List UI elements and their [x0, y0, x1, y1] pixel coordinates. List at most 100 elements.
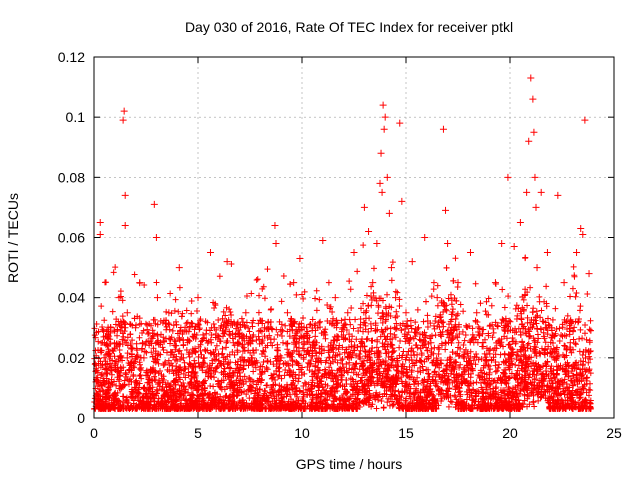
noise-point: [315, 383, 322, 390]
noise-point: [172, 296, 179, 303]
noise-point: [457, 301, 464, 308]
noise-point: [553, 326, 560, 333]
noise-point: [326, 364, 333, 371]
noise-point: [117, 288, 124, 295]
noise-point: [368, 293, 375, 300]
noise-point: [543, 362, 550, 369]
noise-point: [279, 327, 286, 334]
noise-point: [295, 375, 302, 382]
noise-point: [313, 307, 320, 314]
noise-point: [98, 372, 105, 379]
noise-point: [301, 379, 308, 386]
noise-point: [529, 309, 536, 316]
noise-point: [119, 393, 126, 400]
noise-point: [168, 310, 175, 317]
noise-point: [576, 348, 583, 355]
noise-point: [467, 338, 474, 345]
noise-point: [432, 313, 439, 320]
noise-point: [282, 322, 289, 329]
noise-point: [530, 371, 537, 378]
noise-point: [397, 322, 404, 329]
noise-point: [136, 321, 143, 328]
noise-point: [420, 318, 427, 325]
noise-point: [492, 319, 499, 326]
noise-point: [167, 290, 174, 297]
noise-point: [169, 327, 176, 334]
noise-point: [293, 391, 300, 398]
noise-point: [213, 342, 220, 349]
noise-point: [543, 283, 550, 290]
noise-point: [215, 316, 222, 323]
noise-point: [522, 255, 529, 262]
noise-point: [370, 289, 377, 296]
noise-point: [180, 370, 187, 377]
noise-point: [360, 319, 367, 326]
noise-point: [575, 319, 582, 326]
noise-point: [109, 357, 116, 364]
noise-point: [120, 333, 127, 340]
noise-point: [533, 308, 540, 315]
noise-point: [300, 314, 307, 321]
noise-point: [587, 327, 594, 334]
noise-point: [530, 305, 537, 312]
noise-point: [494, 323, 501, 330]
noise-point: [238, 315, 245, 322]
noise-point: [461, 337, 468, 344]
noise-point: [274, 331, 281, 338]
noise-point: [542, 339, 549, 346]
noise-point: [518, 316, 525, 323]
noise-point: [534, 331, 541, 338]
noise-point: [353, 336, 360, 343]
data-noise-band: [91, 242, 594, 412]
noise-point: [350, 369, 357, 376]
noise-point: [98, 303, 105, 310]
noise-point: [501, 304, 508, 311]
noise-point: [119, 313, 126, 320]
noise-point: [200, 331, 207, 338]
noise-point: [587, 356, 594, 363]
noise-point: [477, 300, 484, 307]
noise-point: [552, 375, 559, 382]
noise-point: [131, 271, 138, 278]
noise-point: [387, 312, 394, 319]
noise-point: [445, 403, 452, 410]
noise-point: [188, 310, 195, 317]
noise-point: [264, 266, 271, 273]
noise-point: [101, 317, 108, 324]
noise-point: [404, 323, 411, 330]
noise-point: [278, 332, 285, 339]
noise-point: [163, 326, 170, 333]
noise-point: [349, 333, 356, 340]
noise-point: [512, 362, 519, 369]
noise-point: [454, 310, 461, 317]
noise-point: [330, 337, 337, 344]
noise-point: [567, 293, 574, 300]
noise-point: [509, 361, 516, 368]
noise-point: [392, 288, 399, 295]
noise-point: [388, 277, 395, 284]
noise-point: [431, 344, 438, 351]
noise-point: [494, 367, 501, 374]
noise-point: [137, 361, 144, 368]
noise-point: [357, 315, 364, 322]
noise-point: [340, 364, 347, 371]
noise-point: [153, 279, 160, 286]
noise-point: [464, 350, 471, 357]
noise-point: [253, 276, 260, 283]
noise-point: [228, 312, 235, 319]
noise-point: [408, 325, 415, 332]
noise-point: [207, 383, 214, 390]
noise-point: [577, 326, 584, 333]
noise-point: [570, 263, 577, 270]
noise-point: [552, 305, 559, 312]
noise-point: [99, 387, 106, 394]
noise-point: [536, 293, 543, 300]
noise-point: [449, 306, 456, 313]
noise-point: [407, 322, 414, 329]
noise-point: [91, 325, 98, 332]
noise-point: [243, 292, 250, 299]
noise-point: [573, 290, 580, 297]
noise-point: [301, 288, 308, 295]
noise-point: [586, 326, 593, 333]
noise-point: [313, 287, 320, 294]
